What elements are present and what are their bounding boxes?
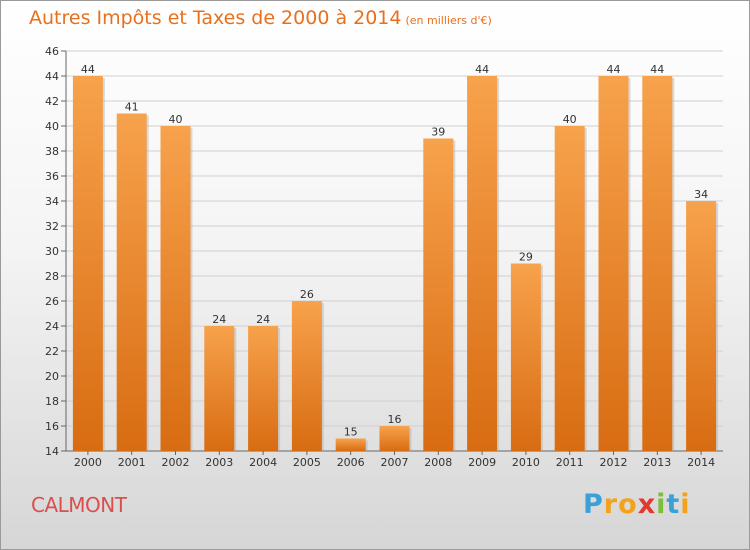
y-tick-label: 18 [45, 395, 59, 408]
x-tick-label: 2004 [249, 456, 277, 469]
bar [379, 426, 410, 451]
bar [116, 113, 147, 451]
logo-letter: i [680, 489, 691, 520]
y-tick-label: 32 [45, 220, 59, 233]
bar [248, 326, 279, 451]
bar [72, 76, 103, 451]
y-tick-label: 30 [45, 245, 59, 258]
data-label: 40 [563, 113, 577, 126]
logo-letter: t [666, 489, 681, 520]
data-label: 39 [431, 126, 445, 139]
y-tick-label: 42 [45, 95, 59, 108]
x-tick-label: 2010 [512, 456, 540, 469]
x-tick-label: 2012 [600, 456, 628, 469]
data-label: 44 [81, 63, 95, 76]
x-tick-label: 2003 [205, 456, 233, 469]
x-tick-label: 2000 [74, 456, 102, 469]
chart-title-text: Autres Impôts et Taxes de 2000 à 2014 [29, 7, 402, 29]
logo-letter: o [618, 489, 638, 520]
data-label: 16 [388, 413, 402, 426]
data-label: 41 [125, 101, 139, 114]
bar [291, 301, 322, 451]
y-tick-label: 16 [45, 420, 59, 433]
logo-letter: r [603, 489, 619, 520]
bar [335, 438, 366, 451]
y-tick-label: 36 [45, 170, 59, 183]
x-tick-label: 2007 [381, 456, 409, 469]
data-label: 29 [519, 251, 533, 264]
y-tick-label: 46 [45, 45, 59, 58]
chart-subtitle: (en milliers d'€) [405, 14, 492, 27]
bar [160, 126, 191, 451]
logo-letter: P [583, 489, 604, 520]
commune-name: CALMONT [31, 493, 127, 517]
data-label: 15 [344, 426, 358, 439]
bar [423, 138, 454, 451]
x-tick-label: 2005 [293, 456, 321, 469]
bar [204, 326, 235, 451]
y-tick-label: 24 [45, 320, 59, 333]
y-tick-label: 20 [45, 370, 59, 383]
bar [598, 76, 629, 451]
x-tick-label: 2008 [424, 456, 452, 469]
x-tick-label: 2006 [337, 456, 365, 469]
bar [554, 126, 585, 451]
data-label: 44 [607, 63, 621, 76]
y-tick-label: 40 [45, 120, 59, 133]
data-label: 24 [212, 313, 226, 326]
data-label: 26 [300, 288, 314, 301]
bar [686, 201, 717, 451]
y-tick-label: 26 [45, 295, 59, 308]
chart-title: Autres Impôts et Taxes de 2000 à 2014 (en… [29, 7, 492, 29]
bar [467, 76, 498, 451]
x-tick-label: 2014 [687, 456, 715, 469]
x-tick-label: 2013 [643, 456, 671, 469]
logo-letter: i [656, 489, 667, 520]
logo-letter: x [637, 489, 657, 520]
proxiti-logo: Proxiti [583, 489, 691, 520]
data-label: 44 [475, 63, 489, 76]
y-tick-label: 34 [45, 195, 59, 208]
bar [642, 76, 673, 451]
y-tick-label: 28 [45, 270, 59, 283]
x-tick-label: 2009 [468, 456, 496, 469]
x-tick-label: 2002 [162, 456, 190, 469]
y-tick-label: 38 [45, 145, 59, 158]
y-tick-label: 44 [45, 70, 59, 83]
data-label: 24 [256, 313, 270, 326]
y-tick-label: 14 [45, 445, 59, 458]
data-label: 34 [694, 188, 708, 201]
y-tick-label: 22 [45, 345, 59, 358]
x-tick-label: 2001 [118, 456, 146, 469]
data-label: 44 [650, 63, 664, 76]
bar [510, 263, 541, 451]
data-label: 40 [169, 113, 183, 126]
x-tick-label: 2011 [556, 456, 584, 469]
